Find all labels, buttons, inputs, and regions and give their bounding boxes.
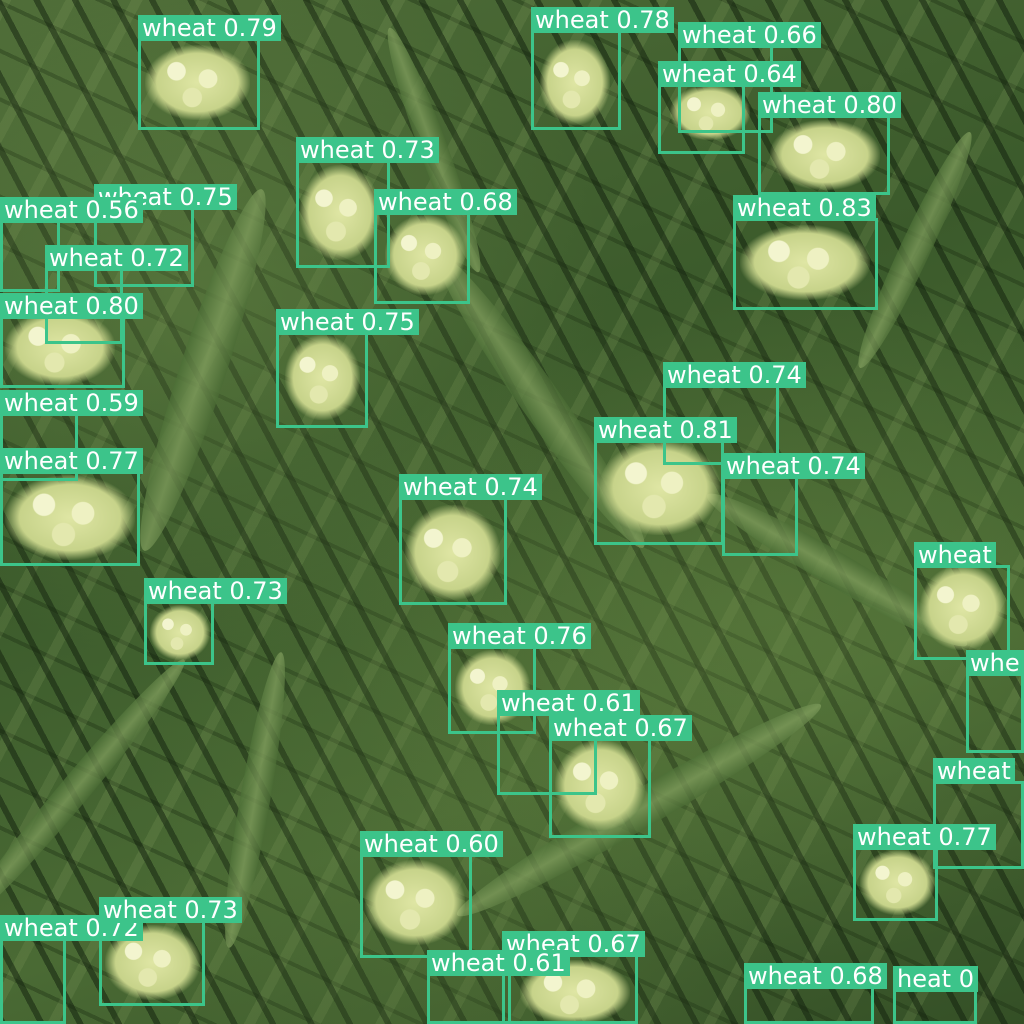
detection-label: wheat: [933, 758, 1015, 784]
detection-box: wheat 0.68: [374, 189, 517, 304]
detection-label: wheat 0.76: [448, 623, 591, 649]
detection-label: wheat 0.78: [531, 7, 674, 33]
wheat-head: [5, 310, 115, 385]
detection-label: wheat: [914, 542, 996, 568]
wheat-head: [920, 565, 1005, 650]
wheat-head: [860, 850, 935, 915]
detection-label: wheat 0.83: [733, 195, 876, 221]
detection-label: wheat 0.68: [744, 963, 887, 989]
wheat-head: [365, 860, 465, 945]
leaf: [0, 650, 196, 930]
wheat-head: [285, 335, 360, 420]
detection-box: wheat 0.73: [296, 137, 439, 268]
detection-label: wheat 0.61: [427, 950, 570, 976]
detection-box: wheat 0.72: [0, 915, 143, 1024]
detection-box: wheat 0.80: [0, 293, 143, 388]
detection-box: wheat 0.74: [722, 453, 865, 556]
detection-box: wheat 0.74: [663, 362, 806, 465]
detection-label: wheat 0.74: [722, 453, 865, 479]
detection-label: wheat 0.59: [0, 390, 143, 416]
detection-box: whe: [966, 650, 1024, 753]
detection-box: wheat 0.64: [658, 61, 801, 154]
detection-box: wheat 0.78: [531, 7, 674, 130]
detection-label: wheat 0.74: [663, 362, 806, 388]
detection-label: wheat 0.68: [374, 189, 517, 215]
detection-box: wheat 0.60: [360, 831, 503, 958]
detection-label: heat 0: [893, 966, 978, 992]
detection-box: wheat 0.77: [853, 824, 996, 921]
detection-box: wheat 0.73: [144, 578, 287, 665]
detection-box: wheat 0.66: [678, 22, 821, 133]
detection-box: wheat 0.72: [45, 245, 188, 344]
wheat-head: [5, 475, 135, 560]
detection-label: wheat 0.79: [138, 15, 281, 41]
detection-box: wheat: [933, 758, 1024, 869]
wheat-head: [600, 440, 720, 535]
detection-label: wheat 0.80: [0, 293, 143, 319]
detection-label: wheat 0.72: [45, 245, 188, 271]
detection-label: wheat 0.77: [0, 448, 143, 474]
detection-box: wheat 0.67: [549, 715, 692, 838]
wheat-head: [540, 40, 610, 125]
wheat-head: [770, 120, 880, 190]
detection-box: wheat 0.79: [138, 15, 281, 130]
wheat-head: [300, 165, 380, 260]
detection-box: heat 0: [893, 966, 978, 1024]
detection-box: wheat: [914, 542, 1010, 660]
detection-label: wheat 0.60: [360, 831, 503, 857]
detection-box: wheat 0.67: [502, 931, 645, 1024]
detection-label: wheat 0.56: [0, 197, 143, 223]
detection-label: wheat 0.64: [658, 61, 801, 87]
detection-label: wheat 0.74: [399, 474, 542, 500]
detection-label: wheat 0.73: [144, 578, 287, 604]
wheat-head: [150, 605, 210, 660]
detection-box: wheat 0.77: [0, 448, 143, 566]
detection-label: wheat 0.75: [276, 309, 419, 335]
detection-box: wheat 0.83: [733, 195, 878, 310]
detection-box: wheat 0.73: [99, 897, 242, 1006]
detection-box: wheat 0.68: [744, 963, 887, 1024]
detection-label: wheat 0.80: [758, 92, 901, 118]
detection-box: wheat 0.61: [427, 950, 570, 1024]
wheat-head: [555, 740, 645, 830]
detection-box: wheat 0.74: [399, 474, 542, 605]
wheat-head: [145, 45, 250, 120]
detection-box: wheat 0.59: [0, 390, 143, 481]
detection-label: whe: [966, 650, 1024, 676]
detection-box: wheat 0.61: [497, 690, 640, 795]
detection-box: wheat 0.81: [594, 417, 737, 545]
detection-label: wheat 0.61: [497, 690, 640, 716]
detection-label: wheat 0.67: [549, 715, 692, 741]
detection-label: wheat 0.77: [853, 824, 996, 850]
wheat-head: [385, 215, 465, 295]
detection-box: wheat 0.56: [0, 197, 143, 292]
detection-box: wheat 0.75: [276, 309, 419, 428]
detection-label: wheat 0.67: [502, 931, 645, 957]
detection-label: wheat 0.73: [296, 137, 439, 163]
wheat-head: [405, 505, 500, 600]
detection-label: wheat 0.73: [99, 897, 242, 923]
detection-label: wheat 0.66: [678, 22, 821, 48]
detection-box: wheat 0.80: [758, 92, 901, 195]
detection-label: wheat 0.81: [594, 417, 737, 443]
wheat-head: [740, 225, 870, 300]
